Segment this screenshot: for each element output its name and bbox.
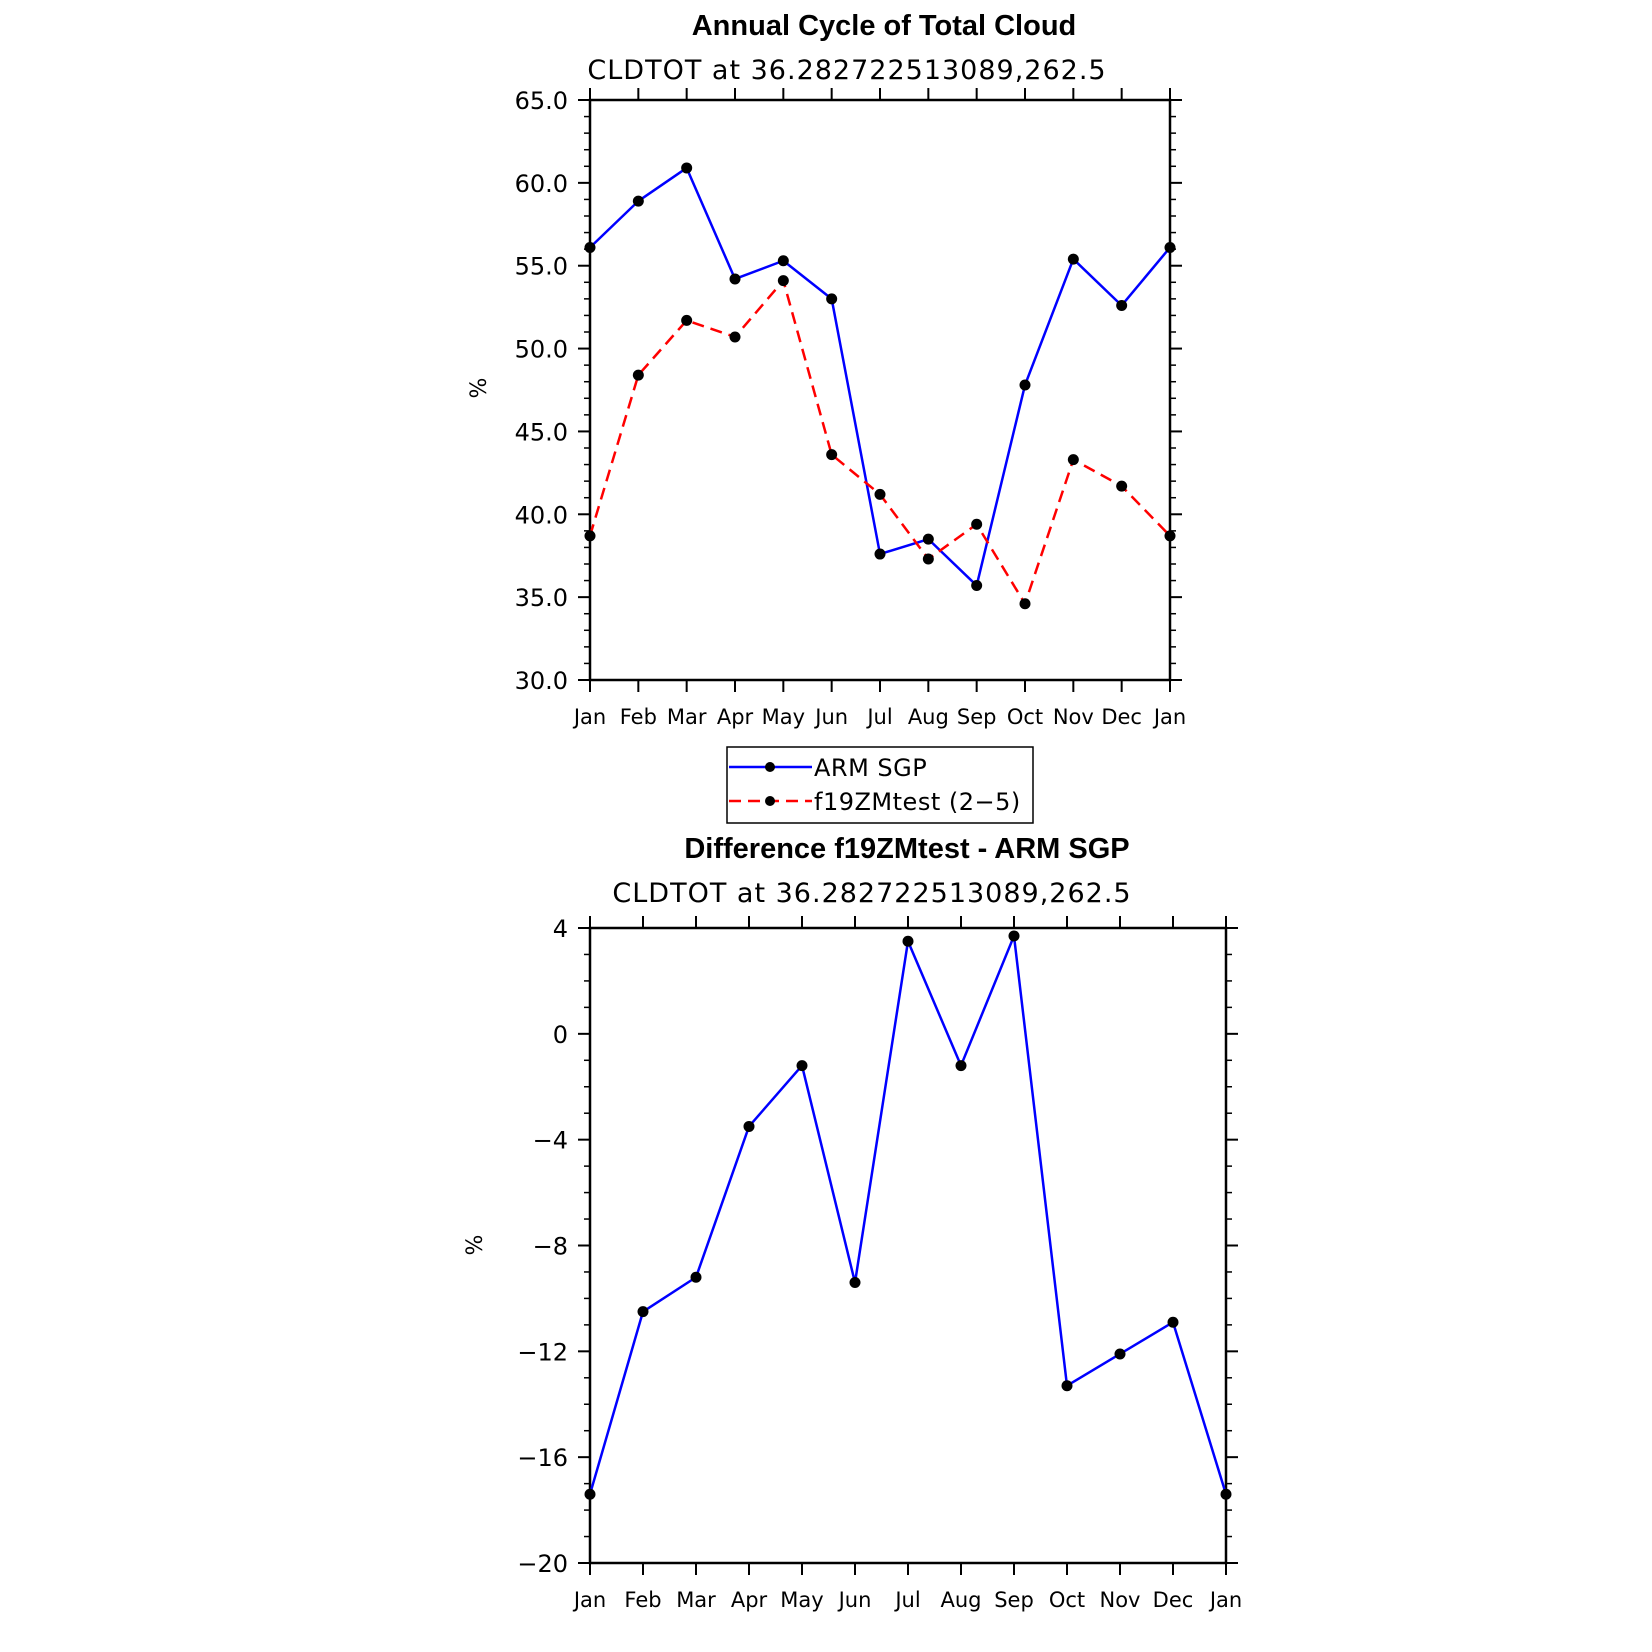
plot-frame: [588, 926, 1228, 1565]
x-tick-label: Apr: [731, 1588, 768, 1612]
data-point: [1067, 454, 1079, 466]
chart2-title: Difference f19ZMtest - ARM SGP: [684, 833, 1129, 865]
data-point: [902, 935, 914, 947]
x-tick-label: Apr: [717, 705, 754, 729]
x-tick-label: Jun: [813, 705, 848, 729]
legend-marker-f19zmtest: [765, 796, 775, 806]
data-point: [1164, 241, 1176, 253]
y-tick-label: 60.0: [515, 170, 568, 198]
data-point: [584, 241, 596, 253]
x-tick-label: Jul: [865, 705, 892, 729]
data-point: [922, 533, 934, 545]
data-point: [632, 195, 644, 207]
data-point: [922, 553, 934, 565]
x-tick-label: Dec: [1101, 705, 1142, 729]
y-tick-label: 35.0: [515, 584, 568, 612]
legend-label-arm-sgp: ARM SGP: [814, 754, 927, 782]
data-point: [971, 580, 983, 592]
series-line-0: [588, 934, 1228, 1495]
y-tick-label: 4: [553, 915, 568, 943]
data-point: [729, 273, 741, 285]
x-tick-label: Feb: [624, 1588, 661, 1612]
y-tick-label: 0: [553, 1021, 568, 1049]
data-point: [826, 293, 838, 305]
x-tick-label: Jun: [837, 1588, 872, 1612]
data-point: [849, 1277, 861, 1289]
y-tick-label: 55.0: [515, 253, 568, 281]
x-tick-label: Oct: [1049, 1588, 1085, 1612]
x-tick-label: May: [780, 1588, 823, 1612]
x-tick-label: Jan: [1152, 705, 1186, 729]
x-tick-label: Jul: [893, 1588, 920, 1612]
x-tick-label: Aug: [908, 705, 949, 729]
x-tick-label: Sep: [994, 1588, 1034, 1612]
x-tick-label: Jan: [1208, 1588, 1242, 1612]
y-tick-label: −16: [517, 1444, 568, 1472]
y-tick-label: −8: [533, 1233, 568, 1261]
data-point: [681, 162, 693, 174]
data-point: [743, 1120, 755, 1132]
x-tick-label: Jan: [572, 705, 606, 729]
data-point: [826, 449, 838, 461]
legend-marker-arm-sgp: [765, 762, 775, 772]
x-tick-label: Sep: [957, 705, 997, 729]
chart2-plot: −20 −16 −12 −8 −4 0 4 Jan Feb Mar Apr May Jun Jul Aug S…: [517, 915, 1242, 1612]
data-point: [955, 1060, 967, 1072]
x-tick-label: Aug: [940, 1588, 981, 1612]
x-tick-label: May: [762, 705, 805, 729]
x-tick-label: Jan: [572, 1588, 606, 1612]
x-tick-label: Oct: [1007, 705, 1043, 729]
plot-frame: [588, 98, 1172, 682]
data-point: [971, 518, 983, 530]
chart1-ylabel: %: [467, 378, 492, 399]
data-point: [1164, 530, 1176, 542]
data-point: [1116, 480, 1128, 492]
x-tick-label: Mar: [667, 705, 707, 729]
legend: ARM SGP f19ZMtest (2−5): [726, 746, 1034, 824]
chart2-ylabel: %: [463, 1235, 488, 1256]
data-point: [1116, 299, 1128, 311]
y-tick-label: 45.0: [515, 418, 568, 446]
y-tick-label: 30.0: [515, 667, 568, 695]
data-point: [584, 1488, 596, 1500]
data-point: [1167, 1316, 1179, 1328]
data-point: [1220, 1488, 1232, 1500]
y-tick-label: −4: [533, 1127, 568, 1155]
y-tick-label: 50.0: [515, 336, 568, 364]
chart1-plot: 30.0 35.0 40.0 45.0 50.0 55.0 60.0 65.0 Jan Feb Ma…: [515, 87, 1187, 729]
x-tick-label: Feb: [620, 705, 657, 729]
data-point: [729, 331, 741, 343]
data-point: [1067, 253, 1079, 265]
y-tick-label: −20: [517, 1550, 568, 1578]
data-point: [1008, 930, 1020, 942]
data-point: [637, 1306, 649, 1318]
data-point: [1019, 379, 1031, 391]
chart1-title: Annual Cycle of Total Cloud: [692, 10, 1077, 42]
data-point: [632, 369, 644, 381]
x-tick-label: Nov: [1053, 705, 1094, 729]
x-tick-label: Dec: [1153, 1588, 1194, 1612]
data-point: [1114, 1348, 1126, 1360]
data-point: [777, 275, 789, 287]
y-tick-label: 65.0: [515, 87, 568, 115]
data-point: [681, 314, 693, 326]
data-point: [874, 548, 886, 560]
data-point: [690, 1271, 702, 1283]
y-tick-label: −12: [517, 1338, 568, 1366]
x-tick-label: Mar: [676, 1588, 716, 1612]
data-point: [874, 488, 886, 500]
legend-box: [726, 746, 1034, 824]
series-line-0: [589, 166, 1171, 587]
chart2-subtitle: CLDTOT at 36.282722513089,262.5: [612, 878, 1131, 909]
data-point: [777, 255, 789, 267]
x-tick-label: Nov: [1100, 1588, 1141, 1612]
data-point: [1061, 1380, 1073, 1392]
y-tick-label: 40.0: [515, 501, 568, 529]
data-point: [1019, 598, 1031, 610]
data-point: [796, 1060, 808, 1072]
legend-label-f19zmtest: f19ZMtest (2−5): [814, 788, 1021, 816]
chart1-subtitle: CLDTOT at 36.282722513089,262.5: [587, 55, 1106, 86]
data-point: [584, 530, 596, 542]
